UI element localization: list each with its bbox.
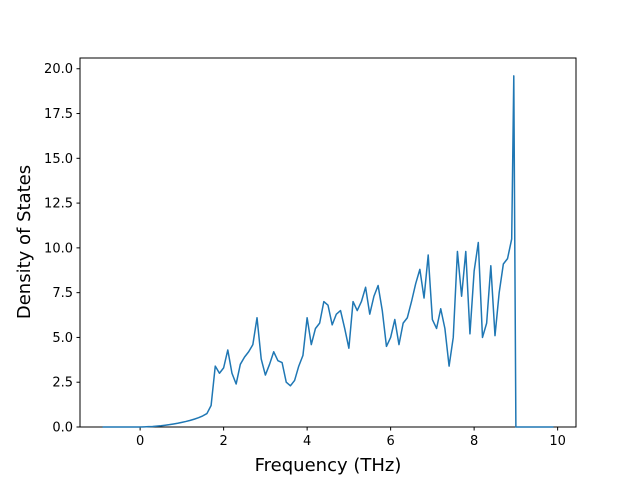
x-tick-label: 10 <box>549 434 566 449</box>
y-tick-label: 20.0 <box>44 62 73 77</box>
y-tick-label: 5.0 <box>52 331 73 346</box>
y-tick-label: 0.0 <box>52 421 73 436</box>
data-line <box>102 75 554 428</box>
y-tick-label: 10.0 <box>44 241 73 256</box>
y-tick-label: 15.0 <box>44 152 73 167</box>
y-tick-label: 12.5 <box>44 197 73 212</box>
x-tick-label: 4 <box>303 434 311 449</box>
y-tick-label: 2.5 <box>52 376 73 391</box>
x-axis-label: Frequency (THz) <box>255 455 402 476</box>
y-tick-label: 7.5 <box>52 286 73 301</box>
y-axis-label: Density of States <box>14 165 35 319</box>
x-tick-label: 0 <box>136 434 144 449</box>
x-tick-label: 8 <box>470 434 478 449</box>
axes-frame <box>79 57 577 428</box>
x-tick-label: 2 <box>219 434 227 449</box>
y-tick-label: 17.5 <box>44 107 73 122</box>
x-tick-label: 6 <box>386 434 394 449</box>
